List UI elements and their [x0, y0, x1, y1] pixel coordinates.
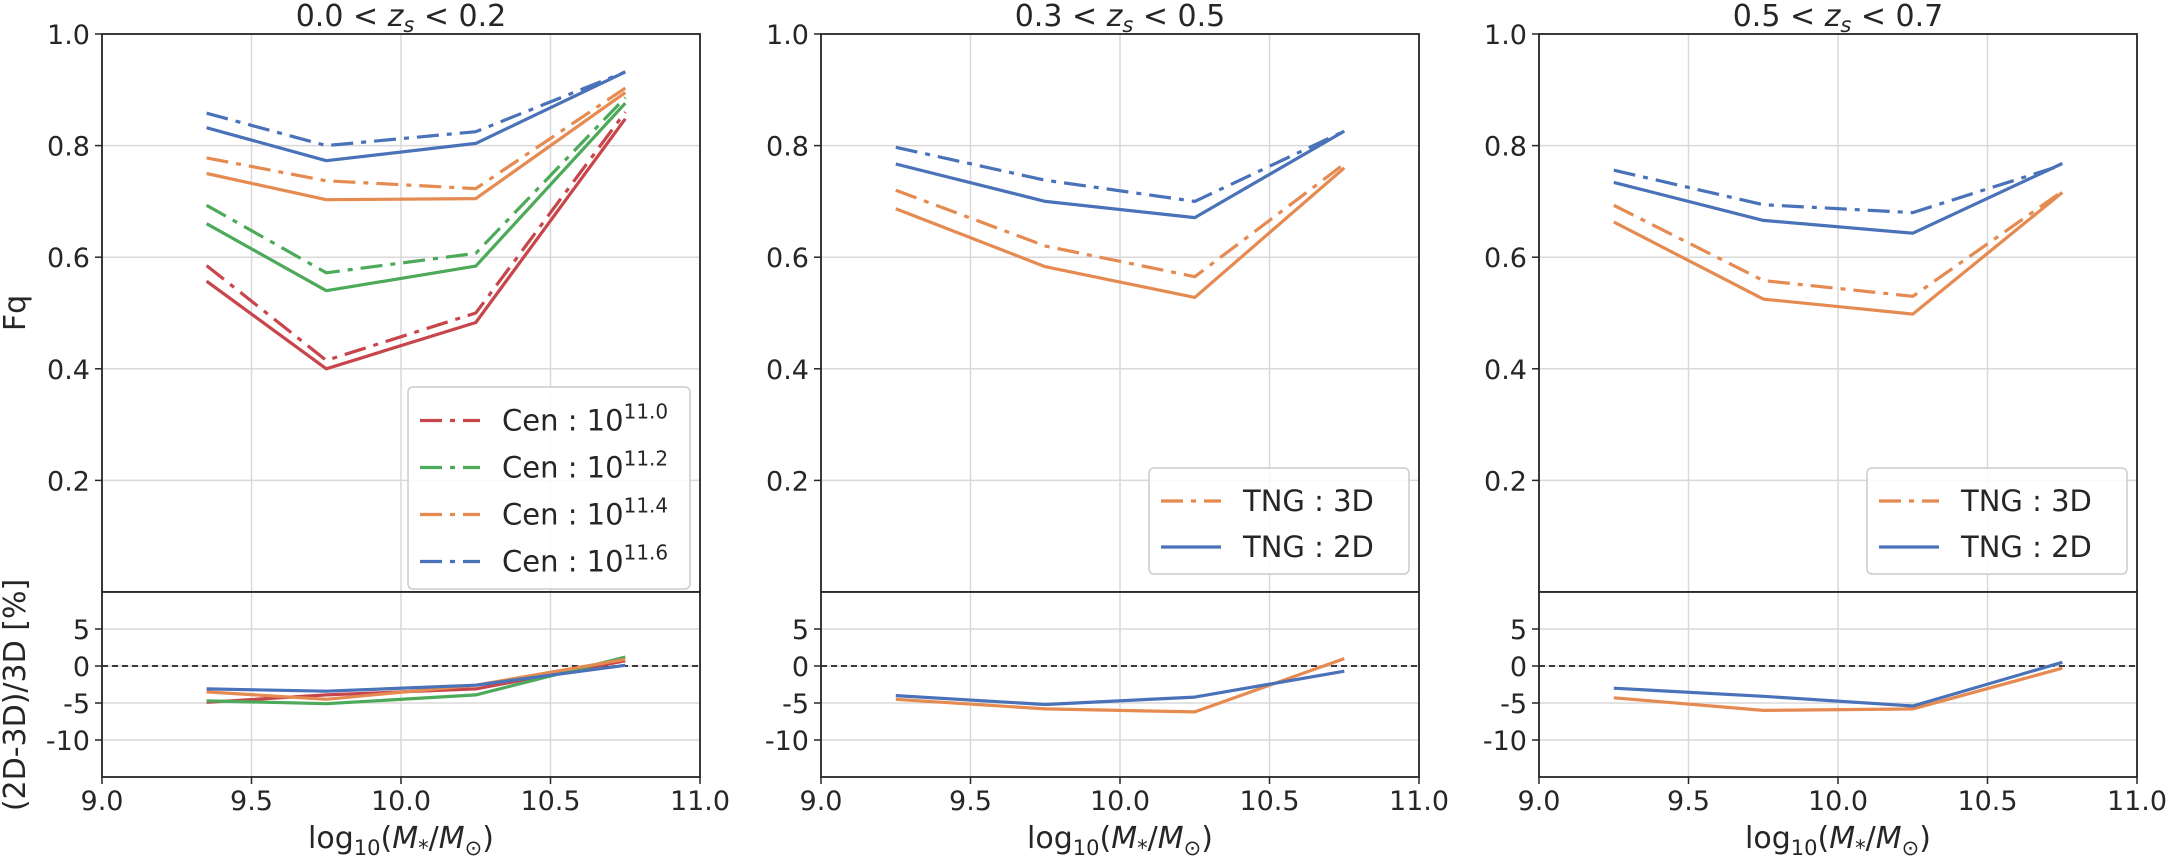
legend: TNG : 3D TNG : 2D [1866, 467, 2128, 575]
series-line-orange-solid [895, 166, 1346, 299]
x-tick-label: 10.0 [371, 786, 431, 817]
series-line-orange-dashdot [895, 162, 1346, 279]
series-line-red-dashdot [205, 111, 627, 362]
y-tick-label: -10 [1483, 726, 1527, 757]
y-tick-label: -10 [765, 726, 809, 757]
series-line-orange-solid [1613, 191, 2064, 316]
series-line-green-dashdot [205, 96, 627, 275]
x-axis-label: log10(M*/M⊙) [308, 821, 494, 857]
legend-label: Cen : 1011.0 [502, 400, 668, 438]
series-line-orange-solid [206, 91, 627, 202]
y-tick-label: 0 [73, 652, 90, 683]
legend-label: Cen : 1011.4 [502, 494, 668, 532]
series-line-blue-dashdot [206, 70, 626, 148]
series-line-blue-solid [895, 669, 1345, 707]
x-tick-label: 9.0 [800, 786, 843, 817]
panel-title: 0.5 < zs < 0.7 [1733, 0, 1944, 37]
series-line-orange-dashdot [206, 86, 627, 191]
legend-label: TNG : 3D [1242, 484, 1374, 518]
series-line-red-solid [205, 117, 627, 371]
panel-title: 0.0 < zs < 0.2 [296, 0, 507, 37]
x-axis-label: log10(M*/M⊙) [1745, 821, 1931, 857]
y-tick-label: 0.8 [47, 132, 90, 163]
legend: TNG : 3D TNG : 2D [1148, 467, 1410, 575]
series-line-blue-solid [1613, 660, 2063, 708]
series-line-blue-solid [895, 129, 1346, 220]
series-line-blue-solid [206, 70, 626, 163]
y-tick-label: 1.0 [47, 20, 90, 51]
fraction-panel: 0.2 0.4 0.6 0.8 1.0 [47, 20, 701, 593]
series-line-green-solid [205, 102, 627, 293]
series-line-blue-dashdot [1613, 163, 2063, 215]
series-line-blue-solid [206, 663, 626, 693]
legend-label: TNG : 3D [1960, 484, 2092, 518]
y-tick-label: 0.4 [47, 355, 90, 386]
y-tick-label: 0.2 [766, 466, 809, 497]
y-tick-label: 5 [1510, 615, 1527, 646]
y-tick-label: 0.6 [766, 243, 809, 274]
y-tick-label: 0.4 [1484, 355, 1527, 386]
legend-label: TNG : 2D [1242, 530, 1374, 564]
y-tick-label: 0.2 [47, 466, 90, 497]
y-tick-label: 0.4 [766, 355, 809, 386]
series-line-orange-solid [206, 657, 626, 701]
legend-label: Cen : 1011.6 [502, 541, 668, 579]
y-axis-label-residual: (2D-3D)/3D [%] [0, 579, 33, 811]
y-tick-label: -5 [1500, 689, 1527, 720]
x-tick-label: 9.5 [949, 786, 992, 817]
y-tick-label: 0.8 [1484, 132, 1527, 163]
x-tick-label: 10.5 [1957, 786, 2017, 817]
residual-panel: 5 0 -5 -10 9.0 9.5 10.0 10.5 11.0 [46, 591, 730, 817]
y-axis-label-fq: Fq [0, 295, 33, 331]
y-tick-label: 0.6 [1484, 243, 1527, 274]
residual-panel: 5 0 -5 -10 9.0 9.5 10.0 10.5 11.0 [1483, 591, 2167, 817]
legend-box [407, 386, 691, 590]
legend-label: Cen : 1011.2 [502, 447, 668, 485]
x-tick-label: 9.0 [81, 786, 124, 817]
y-tick-label: 0.8 [766, 132, 809, 163]
x-axis-label: log10(M*/M⊙) [1027, 821, 1213, 857]
y-tick-label: 5 [792, 615, 809, 646]
y-tick-label: -10 [46, 726, 90, 757]
series-line-blue-dashdot [895, 129, 1345, 203]
x-tick-label: 10.5 [1239, 786, 1299, 817]
x-tick-label: 11.0 [2107, 786, 2167, 817]
y-tick-label: 0 [792, 652, 809, 683]
x-tick-label: 9.5 [230, 786, 273, 817]
y-tick-label: 0 [1510, 652, 1527, 683]
y-tick-label: -5 [63, 689, 90, 720]
legend-label: TNG : 2D [1960, 530, 2092, 564]
x-tick-label: 10.0 [1808, 786, 1868, 817]
x-tick-label: 10.5 [520, 786, 580, 817]
x-tick-label: 11.0 [670, 786, 730, 817]
x-tick-label: 9.0 [1518, 786, 1561, 817]
panel-title: 0.3 < zs < 0.5 [1015, 0, 1226, 37]
y-tick-label: 1.0 [766, 20, 809, 51]
y-tick-label: 5 [73, 615, 90, 646]
legend: Cen : 1011.0 Cen : 1011.2 Cen : 1011.4 Cen … [407, 386, 691, 590]
y-tick-label: 0.2 [1484, 466, 1527, 497]
series-line-orange-solid [1613, 666, 2063, 713]
residual-panel: 5 0 -5 -10 9.0 9.5 10.0 10.5 11.0 [765, 591, 1449, 817]
series-line-blue-solid [1613, 162, 2063, 235]
y-tick-label: -5 [782, 689, 809, 720]
x-tick-label: 9.5 [1667, 786, 1710, 817]
x-tick-label: 11.0 [1389, 786, 1449, 817]
y-tick-label: 1.0 [1484, 20, 1527, 51]
x-tick-label: 10.0 [1090, 786, 1150, 817]
y-tick-label: 0.6 [47, 243, 90, 274]
